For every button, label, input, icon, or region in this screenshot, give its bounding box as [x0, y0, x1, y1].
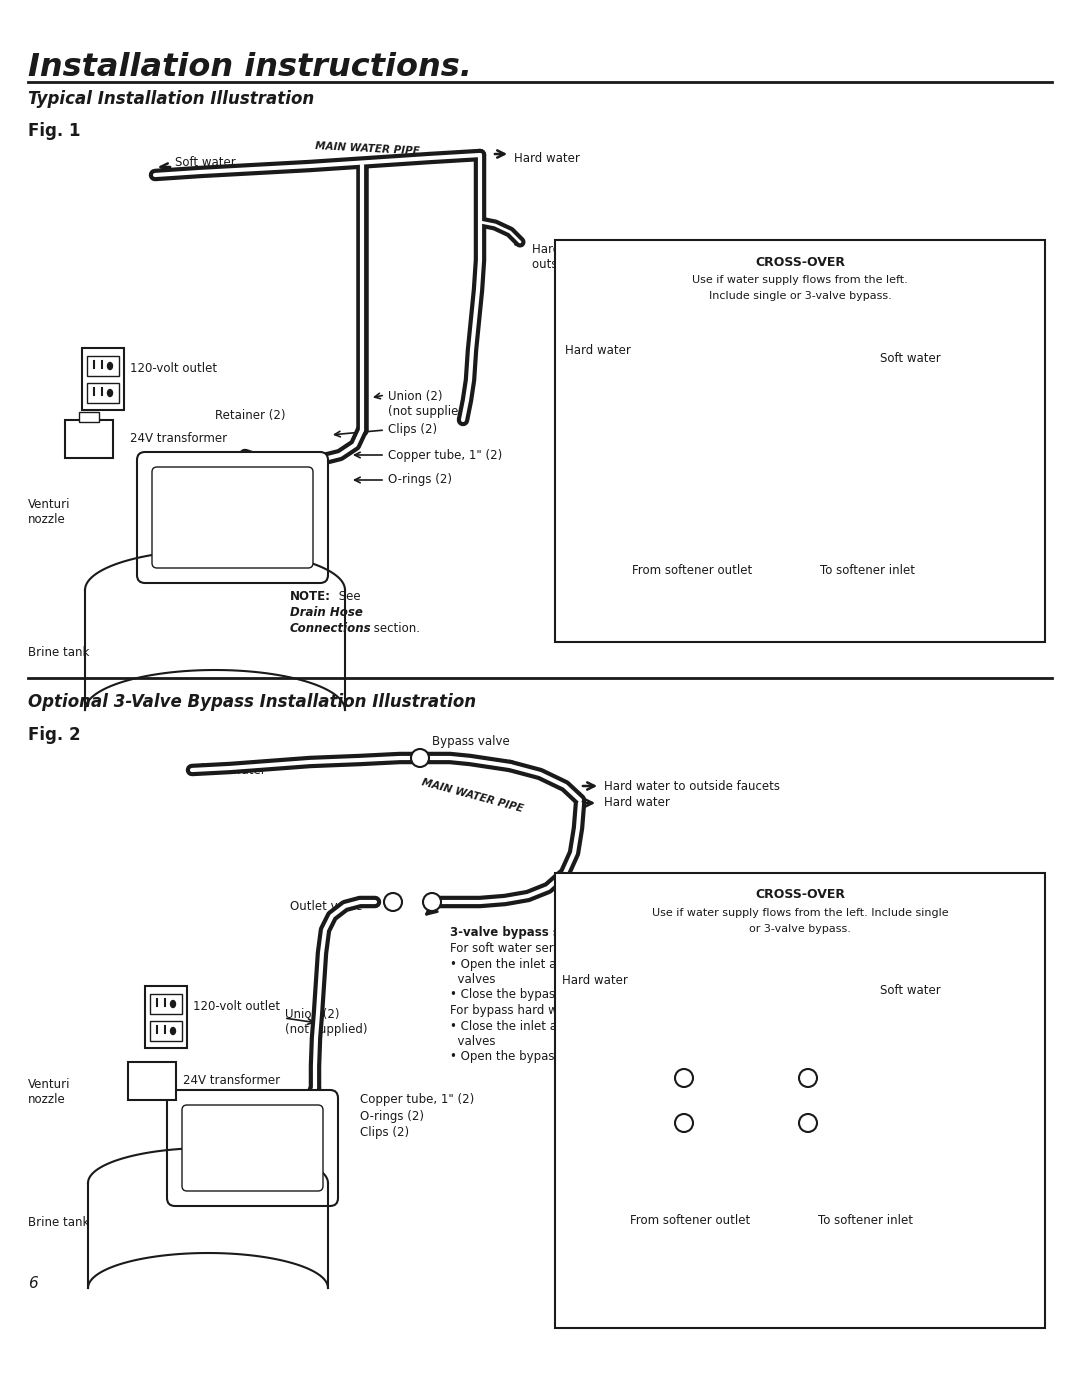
Circle shape	[799, 1069, 816, 1087]
FancyBboxPatch shape	[183, 1105, 323, 1192]
Text: 24V transformer: 24V transformer	[183, 1073, 280, 1087]
FancyBboxPatch shape	[137, 453, 328, 583]
Text: Soft water: Soft water	[880, 985, 941, 997]
Text: valves: valves	[450, 972, 496, 986]
Text: Clips (2): Clips (2)	[360, 1126, 409, 1139]
Text: See: See	[335, 590, 361, 604]
FancyBboxPatch shape	[167, 1090, 338, 1206]
Text: 120-volt outlet: 120-volt outlet	[130, 362, 217, 374]
Text: Hard water to
outside faucets: Hard water to outside faucets	[532, 243, 623, 271]
Text: MAIN WATER PIPE: MAIN WATER PIPE	[315, 141, 420, 156]
Text: Connections: Connections	[291, 622, 372, 636]
Text: or 3-valve bypass.: or 3-valve bypass.	[750, 923, 851, 935]
Text: 24V transformer: 24V transformer	[130, 432, 227, 444]
Circle shape	[423, 893, 441, 911]
Text: 6: 6	[28, 1275, 38, 1291]
Circle shape	[675, 1113, 693, 1132]
Text: • Close the bypass valve: • Close the bypass valve	[450, 988, 597, 1002]
Text: • Close the inlet and outlet: • Close the inlet and outlet	[450, 1020, 610, 1032]
Text: valves: valves	[450, 1035, 496, 1048]
Text: To softener inlet: To softener inlet	[818, 1214, 913, 1228]
Text: Soft water: Soft water	[175, 156, 235, 169]
Bar	[150, 1021, 183, 1041]
FancyBboxPatch shape	[152, 467, 313, 569]
Text: Drain Hose: Drain Hose	[291, 606, 363, 619]
Text: Outlet valve: Outlet valve	[291, 900, 363, 912]
Text: From softener outlet: From softener outlet	[630, 1214, 751, 1228]
Circle shape	[799, 1113, 816, 1132]
Text: Venturi
nozzle: Venturi nozzle	[28, 1078, 70, 1106]
Text: Soft water: Soft water	[880, 352, 941, 365]
Text: Clips (2): Clips (2)	[388, 423, 437, 436]
Bar	[87, 356, 119, 376]
Text: Hard water: Hard water	[514, 151, 580, 165]
Text: section.: section.	[370, 622, 420, 636]
Text: From softener outlet: From softener outlet	[632, 563, 753, 577]
Text: Hard water to outside faucets: Hard water to outside faucets	[604, 780, 780, 792]
Ellipse shape	[171, 1028, 175, 1035]
Text: 3-valve bypass system: 3-valve bypass system	[450, 926, 600, 939]
Text: O-rings (2): O-rings (2)	[360, 1111, 424, 1123]
Bar	[555, 873, 1045, 1329]
Text: Brine tank: Brine tank	[28, 1217, 90, 1229]
Text: Inlet valve: Inlet valve	[445, 895, 507, 908]
Text: CROSS-OVER: CROSS-OVER	[755, 256, 845, 268]
Text: Use if water supply flows from the left. Include single: Use if water supply flows from the left.…	[651, 908, 948, 918]
Text: Union (2)
(not supplied): Union (2) (not supplied)	[285, 1009, 367, 1037]
Text: Copper tube, 1" (2): Copper tube, 1" (2)	[388, 448, 502, 461]
Text: INLET: INLET	[291, 563, 329, 577]
Text: Brine tank: Brine tank	[28, 645, 90, 658]
Circle shape	[411, 749, 429, 767]
Text: MAIN WATER PIPE: MAIN WATER PIPE	[420, 778, 524, 814]
Text: Fig. 2: Fig. 2	[28, 726, 81, 745]
Bar	[87, 383, 119, 402]
Bar	[79, 412, 99, 422]
Text: Installation instructions.: Installation instructions.	[28, 52, 472, 82]
Text: Fig. 1: Fig. 1	[28, 122, 81, 140]
Text: CROSS-OVER: CROSS-OVER	[755, 888, 845, 901]
Text: Union (2)
(not supplied): Union (2) (not supplied)	[388, 390, 471, 418]
Text: Optional 3-Valve Bypass Installation Illustration: Optional 3-Valve Bypass Installation Ill…	[28, 693, 476, 711]
Bar	[129, 1062, 176, 1099]
Text: Venturi
nozzle: Venturi nozzle	[28, 497, 70, 527]
Circle shape	[675, 1069, 693, 1087]
Text: O-rings (2): O-rings (2)	[388, 474, 453, 486]
Text: • Open the inlet and outlet: • Open the inlet and outlet	[450, 958, 610, 971]
Text: Use if water supply flows from the left.: Use if water supply flows from the left.	[692, 275, 908, 285]
Bar	[65, 420, 113, 458]
Text: Hard water: Hard water	[565, 344, 631, 356]
Text: To softener inlet: To softener inlet	[820, 563, 915, 577]
Ellipse shape	[171, 1000, 175, 1007]
Text: Soft water: Soft water	[205, 764, 266, 777]
Text: Typical Installation Illustration: Typical Installation Illustration	[28, 89, 314, 108]
Text: Copper tube, 1" (2): Copper tube, 1" (2)	[360, 1092, 474, 1106]
Bar	[82, 348, 124, 409]
Text: Retainer (2): Retainer (2)	[215, 408, 285, 422]
Text: Hard water: Hard water	[562, 975, 627, 988]
Text: Bypass valve: Bypass valve	[432, 735, 510, 747]
Text: • Open the bypass valve: • Open the bypass valve	[450, 1051, 596, 1063]
Text: Include single or 3-valve bypass.: Include single or 3-valve bypass.	[708, 291, 891, 300]
Text: For soft water service:: For soft water service:	[450, 942, 582, 956]
Text: Hard water: Hard water	[604, 796, 670, 809]
Text: INLET: INLET	[281, 1161, 319, 1175]
Text: 120-volt outlet: 120-volt outlet	[193, 999, 280, 1013]
Ellipse shape	[108, 362, 112, 369]
Text: NOTE:: NOTE:	[291, 590, 330, 604]
Text: For bypass hard water:: For bypass hard water:	[450, 1004, 585, 1017]
Circle shape	[384, 893, 402, 911]
Bar	[150, 995, 183, 1014]
Bar	[145, 986, 187, 1048]
Bar	[555, 240, 1045, 643]
Ellipse shape	[108, 390, 112, 397]
